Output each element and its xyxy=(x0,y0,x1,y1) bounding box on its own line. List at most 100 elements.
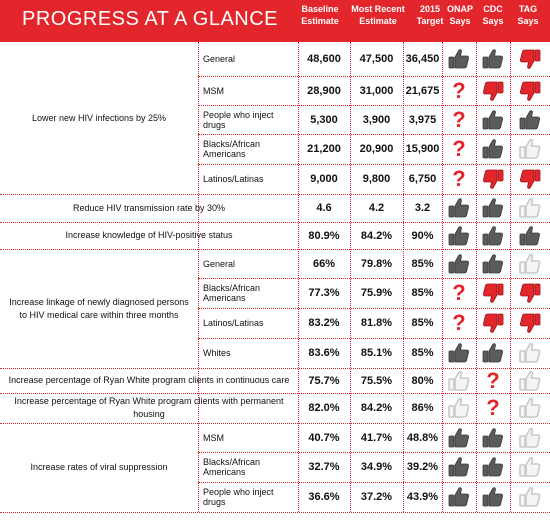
cell-target: 85% xyxy=(411,257,434,270)
row-divider xyxy=(0,222,550,223)
question-mark-icon: ? xyxy=(442,105,476,134)
thumbs-up-outline-icon xyxy=(510,482,550,512)
column-header-onap-line1: ONAP xyxy=(446,4,473,14)
page-title: PROGRESS AT A GLANCE xyxy=(22,8,279,30)
cell-baseline: 21,200 xyxy=(307,143,341,155)
row-group-label: Blacks/African Americans xyxy=(203,283,261,303)
column-header-cdc-line1: CDC xyxy=(483,4,503,14)
cell-target: 90% xyxy=(411,229,434,242)
column-divider xyxy=(403,42,404,512)
row-divider xyxy=(0,194,550,195)
thumbs-up-icon xyxy=(476,249,510,278)
row-group-label: MSM xyxy=(203,432,224,443)
cell-baseline: 75.7% xyxy=(308,374,340,387)
thumbs-up-icon xyxy=(442,249,476,278)
question-mark-icon: ? xyxy=(476,393,510,423)
thumbs-up-icon xyxy=(476,452,510,482)
thumbs-up-outline-icon xyxy=(510,423,550,452)
cell-target: 85% xyxy=(411,317,434,329)
thumbs-up-icon xyxy=(476,42,510,76)
thumbs-up-outline-icon xyxy=(442,393,476,423)
row-divider xyxy=(198,164,550,165)
question-mark-glyph: ? xyxy=(452,166,466,191)
thumbs-up-icon xyxy=(510,105,550,134)
thumbs-up-icon xyxy=(476,222,510,249)
thumbs-up-icon xyxy=(442,482,476,512)
row-divider xyxy=(198,134,550,135)
row-divider xyxy=(0,393,550,394)
cell-target: 43.9% xyxy=(406,491,439,503)
row-divider xyxy=(198,105,550,106)
cell-target: 15,900 xyxy=(405,143,440,155)
cell-baseline: 66% xyxy=(312,257,336,270)
column-header-target-line1: 2015 xyxy=(419,4,441,14)
question-mark-glyph: ? xyxy=(452,136,466,161)
thumbs-up-icon xyxy=(476,423,510,452)
thumbs-up-icon xyxy=(510,222,550,249)
cell-recent: 84.2% xyxy=(360,229,393,242)
question-mark-icon: ? xyxy=(442,164,476,194)
cell-baseline: 83.2% xyxy=(308,317,340,329)
question-mark-icon: ? xyxy=(442,278,476,308)
cell-baseline: 9,000 xyxy=(310,173,338,185)
thumbs-down-icon xyxy=(510,76,550,105)
row-group-label: People who inject drugs xyxy=(203,487,274,507)
row-divider xyxy=(198,482,550,483)
cell-recent: 31,000 xyxy=(359,84,394,97)
cell-baseline: 32.7% xyxy=(308,461,340,473)
table-body: Lower new HIV infections by 25% Reduce HI… xyxy=(0,42,550,530)
row-group-label: General xyxy=(203,54,236,64)
thumbs-up-outline-icon xyxy=(442,368,476,393)
question-mark-icon: ? xyxy=(442,76,476,105)
cell-target: 6,750 xyxy=(408,173,437,185)
cell-target: 39.2% xyxy=(406,461,439,473)
cell-baseline: 48,600 xyxy=(307,53,341,65)
column-header-baseline-line1: Baseline xyxy=(301,4,339,14)
thumbs-up-icon xyxy=(476,482,510,512)
question-mark-glyph: ? xyxy=(452,310,466,335)
goal-label: Increase percentage of Ryan White progra… xyxy=(8,375,290,385)
column-divider xyxy=(198,42,199,512)
question-mark-glyph: ? xyxy=(452,106,466,132)
row-group-label: Latinos/Latinas xyxy=(203,174,264,184)
thumbs-down-icon xyxy=(510,308,550,338)
cell-recent: 34.9% xyxy=(360,461,393,473)
row-group-label: Blacks/African Americans xyxy=(203,457,261,477)
cell-target: 3.2 xyxy=(414,202,431,214)
column-header-target-line2: Target xyxy=(416,16,444,26)
column-header-target: 2015 Target xyxy=(410,3,450,27)
column-header-tag: TAG Says xyxy=(508,3,548,27)
cell-target: 48.8% xyxy=(406,431,439,444)
column-header-cdc-line2: Says xyxy=(482,16,504,26)
cell-target: 85% xyxy=(411,287,434,299)
cell-recent: 37.2% xyxy=(360,491,393,503)
thumbs-up-icon xyxy=(476,134,510,164)
goal-label: Reduce HIV transmission rate by 30% xyxy=(72,202,226,213)
column-header-cdc: CDC Says xyxy=(473,3,513,27)
question-mark-icon: ? xyxy=(442,134,476,164)
thumbs-down-icon xyxy=(476,76,510,105)
question-mark-glyph: ? xyxy=(486,367,500,393)
column-divider xyxy=(442,42,443,512)
thumbs-up-icon xyxy=(442,338,476,368)
thumbs-down-icon xyxy=(510,278,550,308)
column-header-baseline-line2: Estimate xyxy=(301,16,339,26)
column-header-onap: ONAP Says xyxy=(440,3,480,27)
thumbs-up-outline-icon xyxy=(510,134,550,164)
column-header-onap-line2: Says xyxy=(449,16,471,26)
row-divider xyxy=(0,249,550,250)
thumbs-down-icon xyxy=(510,42,550,76)
cell-recent: 9,800 xyxy=(362,173,391,185)
question-mark-glyph: ? xyxy=(486,395,500,420)
column-divider xyxy=(298,42,299,512)
question-mark-icon: ? xyxy=(476,368,510,393)
cell-baseline: 40.7% xyxy=(308,431,340,444)
cell-recent: 3,900 xyxy=(362,113,391,126)
thumbs-up-icon xyxy=(442,452,476,482)
cell-baseline: 4.6 xyxy=(316,202,332,214)
cell-baseline: 82.0% xyxy=(308,402,340,414)
cell-recent: 79.8% xyxy=(360,257,393,270)
row-group-label: Latinos/Latinas xyxy=(203,318,264,328)
cell-recent: 85.1% xyxy=(360,347,393,359)
